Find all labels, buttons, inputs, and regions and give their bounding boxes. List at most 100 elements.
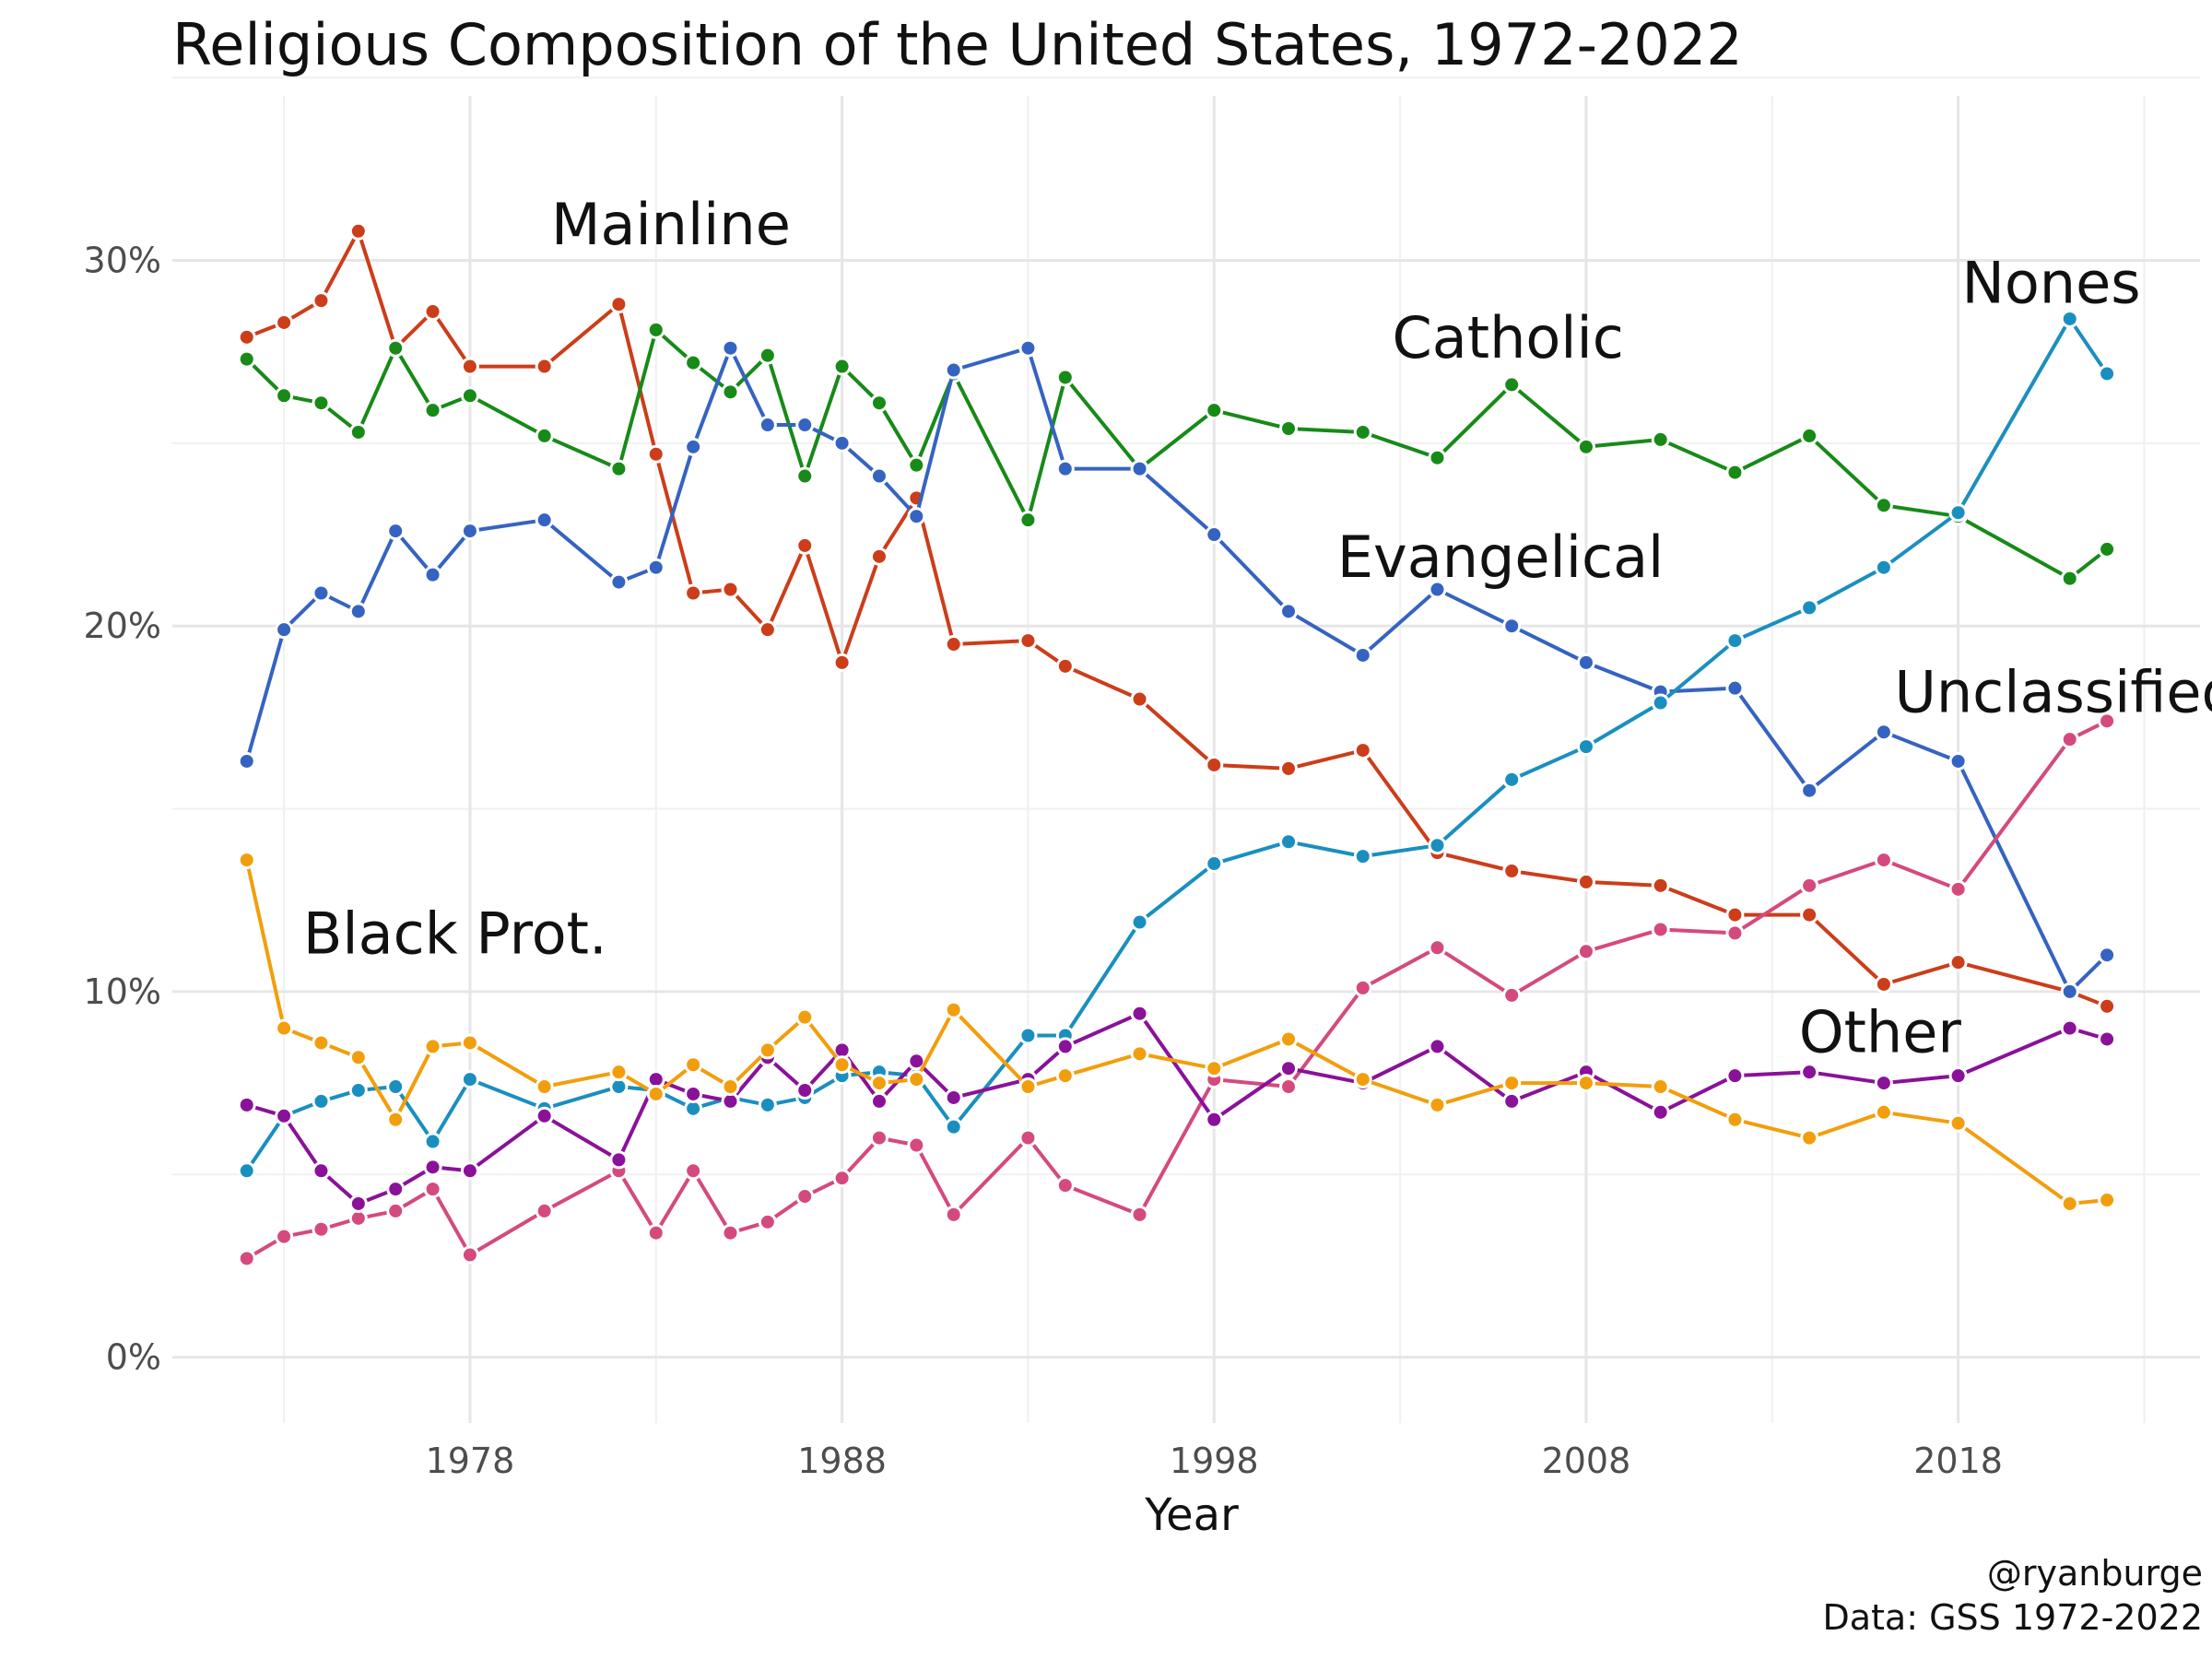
- data-point-mainline: [869, 547, 888, 566]
- data-point-mainline: [832, 653, 852, 672]
- data-point-black-prot: [1428, 1095, 1447, 1114]
- data-point-evangelical: [1576, 653, 1595, 672]
- series-label: Black Prot.: [303, 900, 607, 967]
- data-point-unclassified: [1428, 938, 1447, 958]
- data-point-unclassified: [312, 1219, 331, 1239]
- data-point-black-prot: [795, 1007, 815, 1027]
- data-point-mainline: [1502, 861, 1522, 880]
- data-point-unclassified: [869, 1128, 888, 1147]
- y-tick-label: 30%: [84, 241, 161, 281]
- data-point-black-prot: [348, 1048, 368, 1067]
- data-point-mainline: [721, 580, 740, 599]
- data-point-black-prot: [2098, 1191, 2117, 1210]
- data-point-catholic: [348, 422, 368, 441]
- data-point-black-prot: [1651, 1077, 1670, 1097]
- series-line-unclassified: [245, 719, 2108, 1261]
- data-point-other: [237, 1095, 256, 1114]
- series-label: Unclassified: [1894, 659, 2212, 726]
- y-tick-label: 10%: [84, 971, 161, 1012]
- x-tick-label: 1978: [426, 1441, 515, 1481]
- data-point-catholic: [237, 349, 256, 369]
- data-point-unclassified: [907, 1135, 926, 1155]
- data-point-other: [1651, 1102, 1670, 1122]
- data-point-other: [1205, 1110, 1224, 1129]
- data-point-black-prot: [646, 1084, 665, 1103]
- data-point-nones: [758, 1095, 777, 1114]
- data-point-black-prot: [684, 1055, 703, 1075]
- data-point-catholic: [907, 455, 926, 475]
- caption: @ryanburge Data: GSS 1972-2022: [1822, 1551, 2203, 1640]
- data-point-evangelical: [646, 558, 665, 577]
- data-point-mainline: [460, 357, 479, 376]
- data-point-catholic: [275, 386, 294, 406]
- data-point-mainline: [1725, 905, 1745, 924]
- data-point-nones: [1874, 558, 1893, 577]
- series-labels: Mainline Catholic Evangelical Nones Unclassi…: [303, 191, 2212, 1066]
- data-point-other: [423, 1158, 442, 1177]
- data-point-unclassified: [2060, 730, 2079, 749]
- data-point-nones: [1428, 836, 1447, 855]
- data-point-evangelical: [1353, 645, 1372, 665]
- data-point-black-prot: [1948, 1113, 1968, 1133]
- data-point-black-prot: [1279, 1030, 1299, 1049]
- data-point-other: [944, 1088, 963, 1107]
- data-point-catholic: [721, 382, 740, 402]
- data-point-mainline: [1576, 872, 1595, 891]
- data-point-catholic: [758, 346, 777, 365]
- data-point-catholic: [423, 401, 442, 420]
- data-point-catholic: [2060, 569, 2079, 588]
- data-point-evangelical: [237, 751, 256, 771]
- data-point-mainline: [423, 302, 442, 322]
- data-point-other: [609, 1150, 629, 1170]
- data-point-other: [1502, 1091, 1522, 1111]
- data-point-nones: [348, 1081, 368, 1100]
- data-point-mainline: [348, 221, 368, 241]
- data-point-unclassified: [1948, 879, 1968, 899]
- data-point-black-prot: [1055, 1066, 1075, 1086]
- data-point-black-prot: [1800, 1128, 1819, 1147]
- data-point-other: [1130, 1004, 1149, 1023]
- x-axis-ticks: 1978 1988 1998 2008 2018: [426, 1441, 2003, 1481]
- data-point-unclassified: [832, 1169, 852, 1188]
- data-point-catholic: [1800, 426, 1819, 445]
- data-point-black-prot: [460, 1033, 479, 1053]
- data-point-other: [386, 1180, 406, 1199]
- data-point-nones: [1800, 598, 1819, 618]
- data-point-unclassified: [1502, 985, 1522, 1005]
- data-point-unclassified: [944, 1205, 963, 1224]
- data-point-unclassified: [646, 1223, 665, 1242]
- data-point-mainline: [1800, 905, 1819, 924]
- data-point-mainline: [1874, 974, 1893, 994]
- grid-lines: [172, 76, 2200, 1423]
- data-point-nones: [1353, 847, 1372, 866]
- data-point-catholic: [1651, 429, 1670, 449]
- data-point-black-prot: [423, 1037, 442, 1056]
- series-other: [237, 1004, 2117, 1213]
- series-mainline: [237, 221, 2117, 1016]
- data-point-catholic: [2098, 539, 2117, 559]
- data-point-unclassified: [535, 1201, 554, 1220]
- data-point-mainline: [1018, 631, 1038, 651]
- data-point-black-prot: [1502, 1074, 1522, 1093]
- data-point-evangelical: [721, 338, 740, 358]
- data-point-black-prot: [237, 851, 256, 870]
- data-point-evangelical: [795, 416, 815, 435]
- data-point-nones: [1502, 770, 1522, 789]
- data-point-unclassified: [1353, 978, 1372, 997]
- series-line-catholic: [245, 327, 2109, 581]
- data-point-unclassified: [2098, 712, 2117, 731]
- data-point-other: [275, 1106, 294, 1125]
- data-point-black-prot: [275, 1018, 294, 1038]
- data-point-catholic: [460, 386, 479, 406]
- data-point-other: [869, 1091, 888, 1111]
- caption-author: @ryanburge: [1986, 1553, 2203, 1594]
- data-point-catholic: [646, 320, 665, 339]
- data-point-other: [1948, 1066, 1968, 1086]
- data-point-nones: [1576, 737, 1595, 757]
- series-line-evangelical: [244, 346, 2109, 994]
- data-point-evangelical: [1018, 338, 1038, 358]
- data-point-nones: [1279, 832, 1299, 852]
- series-unclassified: [237, 712, 2117, 1268]
- data-point-evangelical: [1205, 525, 1224, 545]
- data-point-mainline: [1130, 689, 1149, 709]
